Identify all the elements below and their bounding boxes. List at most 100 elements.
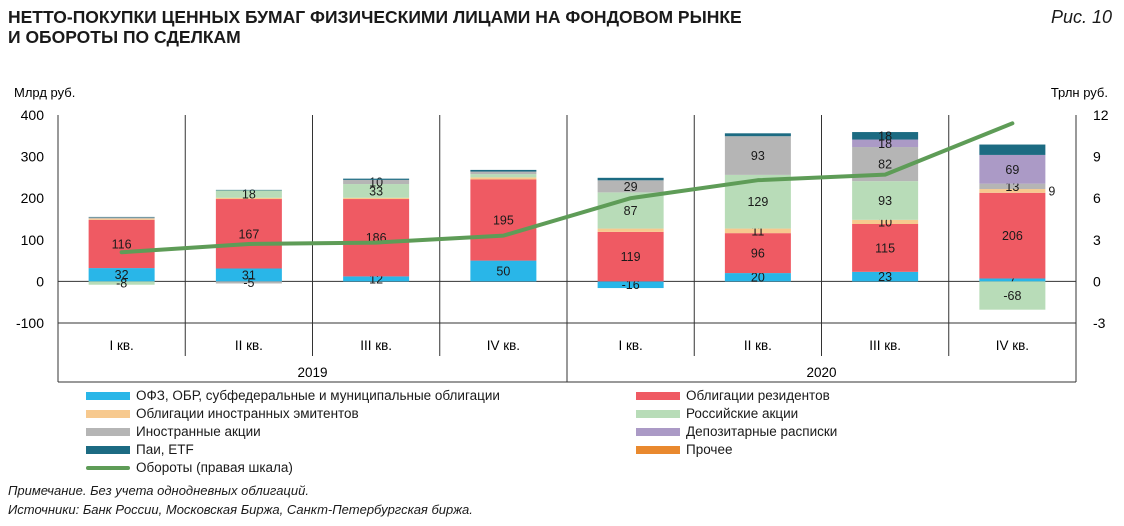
data-label: 167 (238, 227, 259, 241)
bar-segment (343, 197, 410, 200)
bar-segment (470, 174, 537, 178)
y-tick-label: 400 (21, 107, 45, 123)
data-label: 29 (624, 180, 638, 194)
bar-segment (470, 177, 537, 180)
bar-segment (215, 281, 282, 284)
chart-title-line-1: НЕТТО-ПОКУПКИ ЦЕННЫХ БУМАГ ФИЗИЧЕСКИМИ Л… (8, 7, 742, 27)
data-label: 18 (878, 137, 892, 151)
data-label: 9 (1048, 184, 1055, 198)
data-label: -8 (116, 277, 127, 291)
data-label: 93 (751, 149, 765, 163)
data-label: 50 (496, 265, 510, 279)
data-label: 206 (1002, 229, 1023, 243)
bar-segment (852, 181, 919, 220)
bar-segment (979, 144, 1046, 155)
figure-number: Рис. 10 (1050, 7, 1112, 27)
bar-segment (343, 184, 410, 198)
bar-segment (724, 136, 791, 175)
data-label: 33 (369, 184, 383, 198)
data-label: -68 (1003, 289, 1021, 303)
group-label: 2020 (806, 365, 836, 380)
y-right-tick-label: -3 (1093, 315, 1106, 331)
x-tick-label: II кв. (235, 338, 263, 353)
data-label: 195 (493, 214, 514, 228)
y-right-tick-label: 3 (1093, 232, 1101, 248)
bar-segment (979, 192, 1046, 279)
bar-segment (597, 180, 664, 193)
data-label: 116 (112, 237, 132, 251)
y-right-tick-label: 12 (1093, 107, 1109, 123)
bar-segment (88, 281, 155, 285)
bar-segment (852, 223, 919, 272)
data-label: 18 (878, 129, 892, 143)
x-tick-label: III кв. (869, 338, 901, 353)
data-label: 10 (369, 175, 383, 189)
bar-segment (470, 169, 537, 172)
left-axis-label: Млрд руб. (14, 85, 75, 100)
bar-segment (597, 281, 664, 289)
bar-segment (215, 197, 282, 200)
data-label: 115 (875, 241, 895, 255)
data-label: 87 (624, 204, 638, 218)
bar-segment (724, 228, 791, 234)
data-label: 69 (1005, 163, 1019, 177)
y-tick-label: 300 (21, 149, 45, 165)
bar-segment (470, 171, 537, 175)
turnover-line (119, 121, 1015, 255)
bar-segment (979, 154, 1046, 184)
chart-title: НЕТТО-ПОКУПКИ ЦЕННЫХ БУМАГ ФИЗИЧЕСКИМИ Л… (8, 7, 908, 47)
bar-segment (979, 281, 1046, 310)
bar-segment (979, 278, 1046, 282)
x-tick-label: I кв. (109, 338, 133, 353)
bar-segment (215, 189, 282, 191)
y-tick-label: 0 (36, 273, 44, 289)
x-tick-label: IV кв. (487, 338, 520, 353)
sources-text: Источники: Банк России, Московская Биржа… (8, 502, 473, 517)
data-label: 18 (242, 188, 256, 202)
x-tick-label: II кв. (744, 338, 772, 353)
bar-segment (852, 271, 919, 282)
bar-segment (724, 273, 791, 282)
data-label: 31 (242, 268, 256, 282)
bar-segment (597, 177, 664, 181)
note-text: Примечание. Без учета однодневных облига… (8, 483, 309, 498)
bar-segment (852, 219, 919, 224)
bar-segment (724, 233, 791, 274)
bar-segment (343, 178, 410, 180)
bar-segment (470, 179, 537, 261)
bar-segment (979, 189, 1046, 193)
bar-segment (852, 139, 919, 148)
y-tick-label: -100 (16, 315, 44, 331)
x-tick-label: IV кв. (996, 338, 1029, 353)
chart-notes: Примечание. Без учета однодневных облига… (8, 481, 473, 519)
chart-title-line-2: И ОБОРОТЫ ПО СДЕЛКАМ (8, 27, 241, 47)
bar-segment (343, 199, 410, 277)
data-label: 82 (878, 158, 892, 172)
bar-segment (215, 199, 282, 269)
bar-segment (979, 183, 1046, 190)
bar-segment (88, 216, 155, 218)
bar-segment (215, 268, 282, 282)
y-right-tick-label: 9 (1093, 149, 1101, 165)
data-label: 93 (878, 194, 892, 208)
right-axis-label: Трлн руб. (1051, 85, 1108, 100)
data-label: 23 (878, 270, 892, 284)
group-label: 2019 (297, 365, 327, 380)
y-right-tick-label: 6 (1093, 190, 1101, 206)
bar-segment (343, 276, 410, 282)
bar-segment (88, 217, 155, 219)
bar-segment (470, 260, 537, 282)
y-tick-label: 100 (21, 232, 45, 248)
bar-segment (88, 218, 155, 220)
x-tick-label: I кв. (618, 338, 642, 353)
bar-segment (597, 228, 664, 232)
bar-segment (88, 219, 155, 269)
y-tick-label: 200 (21, 190, 45, 206)
data-label: 96 (751, 247, 765, 261)
bar-segment (343, 179, 410, 185)
data-label: 32 (115, 268, 129, 282)
data-label: 119 (621, 250, 641, 264)
bar-segment (852, 132, 919, 140)
bar-segment (597, 231, 664, 282)
